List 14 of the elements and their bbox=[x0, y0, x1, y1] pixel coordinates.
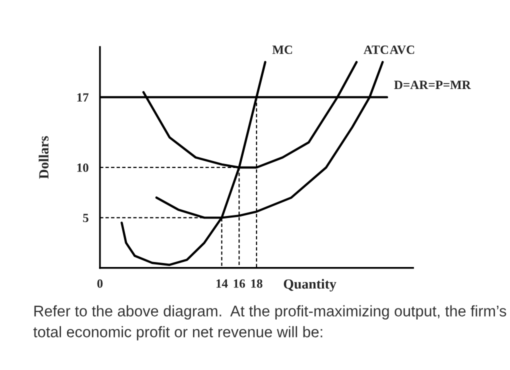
y-axis-title: Dollars bbox=[38, 136, 49, 179]
series-label: AVC bbox=[390, 46, 414, 54]
y-tick-label: 17 bbox=[77, 93, 89, 102]
x-tick-label: 14 bbox=[216, 279, 228, 288]
x-tick-label: 18 bbox=[251, 279, 262, 288]
series-label: D=AR=P=MR bbox=[394, 80, 471, 89]
series-label: ATC bbox=[364, 46, 388, 54]
y-tick-label: 5 bbox=[83, 214, 88, 222]
x-tick-label: 16 bbox=[234, 279, 246, 288]
series-label: MC bbox=[272, 46, 292, 54]
text: Refer to the above diagram. At the profit-maximizing output, the firm’s total economic profit or net revenue will be: bbox=[33, 305, 506, 340]
y-tick-label: 10 bbox=[77, 164, 88, 172]
x-tick-label: 0 bbox=[97, 279, 103, 288]
x-axis-title: Quantity bbox=[284, 278, 336, 292]
